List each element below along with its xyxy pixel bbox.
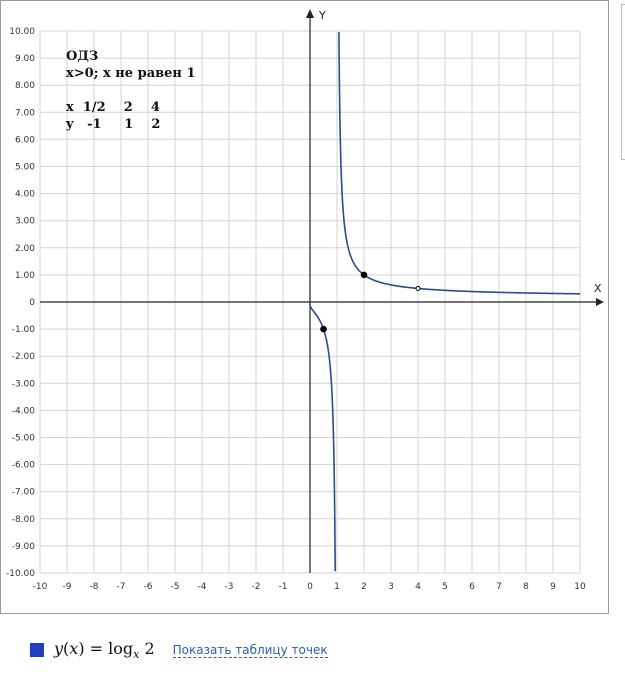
y-tick-label: 10.00 <box>9 27 35 37</box>
y-tick-label: -2.00 <box>12 352 36 362</box>
formula-base: x <box>133 648 140 662</box>
y-tick-label: 8.00 <box>15 81 35 91</box>
x-tick-label: -3 <box>225 582 234 592</box>
y-axis-label: Y <box>318 9 326 22</box>
y-tick-label: -9.00 <box>12 542 36 552</box>
x-tick-label: 3 <box>388 582 394 592</box>
x-tick-label: -10 <box>33 582 48 592</box>
y-tick-label: 1.00 <box>15 271 35 281</box>
y-tick-label: 7.00 <box>15 108 35 118</box>
y-tick-label: 9.00 <box>15 54 35 64</box>
x-tick-label: 5 <box>442 582 448 592</box>
formula-value: 2 <box>139 638 155 658</box>
y-axis-arrow <box>306 9 314 18</box>
x-tick-label: -5 <box>171 582 180 592</box>
x-tick-label: 8 <box>523 582 529 592</box>
marked-points <box>320 271 421 333</box>
chart-frame <box>0 0 609 614</box>
chart-plot: -10 -9 -8 -7 -6 -5 -4 -3 -2 -1 0 1 2 3 4 5 6 7 8 9 1010.009.… <box>6 9 604 592</box>
annotation-line-4: y -1 1 2 <box>65 117 160 132</box>
y-tick-label: 4.00 <box>15 190 35 200</box>
y-tick-label: -10.00 <box>6 569 35 579</box>
side-panel-edge <box>621 4 625 160</box>
x-tick-label: -7 <box>117 582 126 592</box>
marked-point <box>320 325 327 333</box>
x-tick-label: 6 <box>469 582 475 592</box>
y-tick-label: -5.00 <box>12 434 36 444</box>
x-axis-label: X <box>594 282 602 295</box>
x-tick-label: 4 <box>415 582 421 592</box>
y-tick-label: 6.00 <box>15 135 35 145</box>
y-tick-label: -1.00 <box>12 325 36 335</box>
formula-lhs: y <box>54 638 64 658</box>
y-tick-label: -8.00 <box>12 515 36 525</box>
x-tick-label: 0 <box>307 582 313 592</box>
series-curve-right-branch <box>338 32 580 295</box>
y-tick-label: 3.00 <box>15 217 35 227</box>
y-tick-label: 0 <box>29 298 35 308</box>
annotation-line-2: x>0; x не равен 1 <box>66 66 196 81</box>
marked-point <box>360 271 368 279</box>
formula-log: = log <box>84 638 134 658</box>
x-tick-label: -2 <box>252 582 261 592</box>
legend-swatch <box>30 643 44 657</box>
y-tick-label: -7.00 <box>12 488 36 498</box>
x-tick-label: -4 <box>198 582 207 592</box>
y-tick-label: -3.00 <box>12 379 36 389</box>
x-tick-label: 1 <box>334 582 340 592</box>
x-tick-label: -6 <box>144 582 153 592</box>
show-points-table-link[interactable]: Показать таблицу точек <box>172 642 328 658</box>
y-tick-label: 5.00 <box>15 163 35 173</box>
x-tick-label: 9 <box>550 582 556 592</box>
x-tick-label: 7 <box>496 582 502 592</box>
x-axis-arrow <box>596 298 604 306</box>
x-tick-label: -1 <box>279 582 288 592</box>
y-tick-label: -4.00 <box>12 406 36 416</box>
x-tick-label: 2 <box>361 582 367 592</box>
formula-arg: x <box>69 638 79 658</box>
annotation-line-3: x 1/2 2 4 <box>66 100 160 115</box>
x-tick-label: 10 <box>574 582 586 592</box>
y-tick-label: -6.00 <box>12 461 36 471</box>
x-tick-label: -9 <box>63 582 72 592</box>
x-tick-label: -8 <box>90 582 99 592</box>
marked-point <box>415 285 421 291</box>
legend-formula: y(x) = logx 2 <box>54 638 155 662</box>
annotation-line-1: ОДЗ <box>66 49 98 64</box>
tick-labels: -10 -9 -8 -7 -6 -5 -4 -3 -2 -1 0 1 2 3 4 5 6 7 8 9 1010.009.… <box>6 27 586 592</box>
y-tick-label: 2.00 <box>15 244 35 254</box>
axes <box>40 9 604 573</box>
legend: y(x) = logx 2 Показать таблицу точек <box>30 639 328 661</box>
